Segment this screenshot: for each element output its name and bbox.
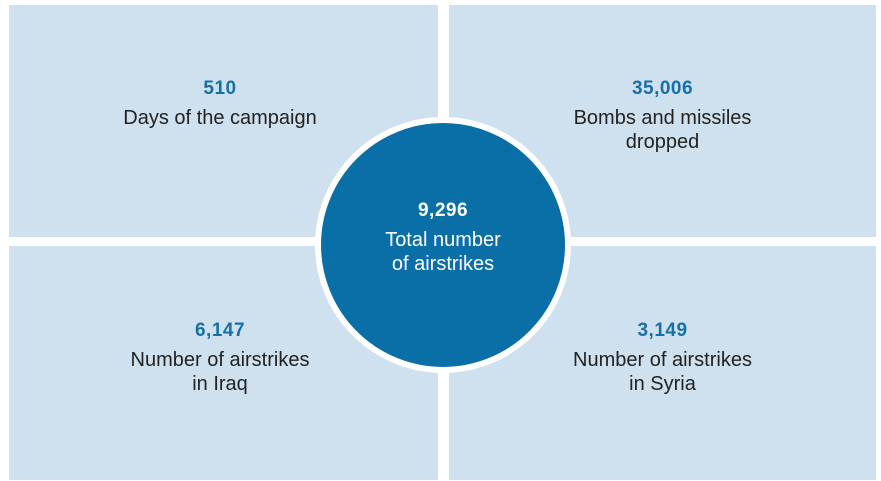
stat-label-line1: Total number: [385, 229, 501, 251]
stat-days-campaign: 510 Days of the campaign: [60, 78, 380, 130]
stat-label-line2: of airstrikes: [391, 253, 495, 275]
stat-total-airstrikes: 9,296 Total number of airstrikes: [343, 200, 543, 276]
stat-bombs-missiles: 35,006 Bombs and missiles dropped: [500, 78, 825, 154]
stat-label-line1: Number of airstrikes: [573, 349, 752, 371]
stat-label-line2: in Syria: [629, 373, 696, 395]
stat-value: 6,147: [194, 320, 246, 341]
stat-label: Days of the campaign: [123, 107, 317, 129]
stat-label-line2: in Iraq: [192, 373, 248, 395]
stat-airstrikes-iraq: 6,147 Number of airstrikes in Iraq: [60, 320, 380, 396]
stat-value: 3,149: [637, 320, 688, 341]
stat-label-line1: Bombs and missiles: [573, 107, 752, 129]
center-circle: [315, 117, 571, 373]
stat-label-line2: dropped: [625, 131, 700, 153]
stat-airstrikes-syria: 3,149 Number of airstrikes in Syria: [500, 320, 825, 396]
stat-value: 35,006: [631, 78, 694, 99]
stat-value: 9,296: [417, 200, 469, 221]
stat-value: 510: [203, 78, 237, 99]
stat-label-line1: Number of airstrikes: [130, 349, 310, 371]
